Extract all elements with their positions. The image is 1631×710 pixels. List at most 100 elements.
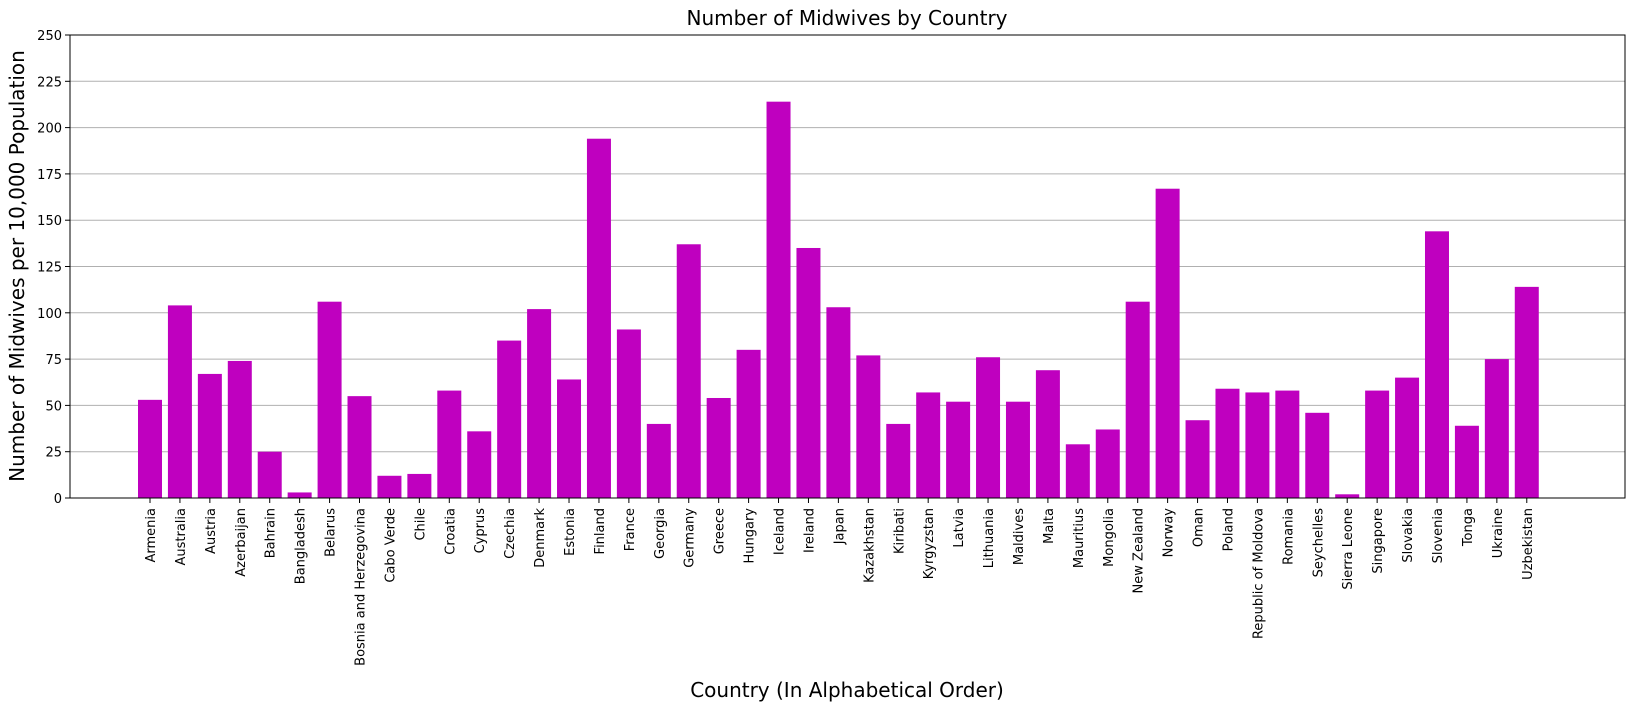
bar-finland: [586, 138, 611, 498]
bar-iceland: [766, 101, 791, 498]
x-tick-label: Cabo Verde: [383, 508, 398, 583]
x-tick-label: Ukraine: [1491, 508, 1506, 558]
x-tick-label: Bosnia and Herzegovina: [354, 508, 369, 666]
bar-maldives: [1005, 401, 1030, 498]
bar-azerbaijan: [227, 360, 252, 498]
bar-slovakia: [1395, 377, 1420, 498]
bar-australia: [167, 305, 192, 498]
x-tick-label: Hungary: [743, 508, 758, 564]
bar-croatia: [437, 390, 462, 498]
x-tick-label: Austria: [204, 508, 219, 554]
x-tick-label: Republic of Moldova: [1251, 508, 1266, 639]
x-tick-label: Azerbaijan: [234, 508, 249, 577]
bar-czechia: [497, 340, 522, 498]
x-tick-label: Seychelles: [1311, 508, 1326, 578]
x-tick-label: Lithuania: [982, 508, 997, 568]
chart-title: Number of Midwives by Country: [686, 6, 1007, 30]
x-tick-label: Maldives: [1012, 508, 1027, 565]
x-tick-label: Slovakia: [1401, 508, 1416, 563]
x-tick-label: Bahrain: [264, 508, 279, 558]
x-tick-label: Kyrgyzstan: [922, 508, 937, 579]
x-tick-label: Poland: [1221, 508, 1236, 551]
y-tick-label: 100: [37, 307, 62, 322]
x-tick-label: Finland: [593, 508, 608, 554]
bar-lithuania: [976, 357, 1001, 498]
bar-bosnia-and-herzegovina: [347, 396, 372, 498]
y-tick-label: 250: [37, 29, 62, 44]
bar-austria: [197, 373, 222, 498]
y-tick-label: 150: [37, 214, 62, 229]
x-tick-label: Denmark: [533, 508, 548, 568]
bar-republic-of-moldova: [1245, 392, 1270, 498]
x-tick-label: Croatia: [443, 508, 458, 555]
x-tick-label: Iceland: [773, 508, 788, 555]
x-tick-label: Slovenia: [1431, 508, 1446, 563]
bar-oman: [1185, 420, 1210, 498]
y-tick-label: 200: [37, 122, 62, 137]
x-tick-label: Latvia: [952, 508, 967, 548]
bar-chile: [407, 473, 432, 498]
bar-norway: [1155, 188, 1180, 498]
x-tick-label: Japan: [832, 508, 847, 545]
bar-tonga: [1454, 425, 1479, 498]
bars: [138, 101, 1539, 498]
x-tick-label: Ireland: [802, 508, 817, 553]
x-tick-label: Germany: [683, 508, 698, 568]
x-tick-label: Kiribati: [892, 508, 907, 554]
x-tick-label: New Zealand: [1132, 508, 1147, 593]
bar-poland: [1215, 388, 1240, 498]
bar-japan: [826, 307, 851, 498]
x-axis-ticks: Armenia Australia Austria Azerbaijan Bahrain…: [144, 498, 1536, 666]
x-tick-label: Sierra Leone: [1341, 508, 1356, 590]
x-tick-label: Uzbekistan: [1521, 508, 1536, 580]
bar-armenia: [138, 399, 162, 498]
bar-new-zealand: [1125, 301, 1150, 498]
x-tick-label: Estonia: [563, 508, 578, 556]
y-tick-label: 75: [45, 353, 62, 368]
bar-denmark: [527, 309, 552, 498]
x-tick-label: Cyprus: [473, 508, 488, 554]
x-tick-label: Greece: [713, 508, 728, 554]
bar-seychelles: [1305, 412, 1330, 498]
bar-latvia: [946, 401, 971, 498]
x-tick-label: Malta: [1042, 508, 1057, 544]
bar-malta: [1035, 370, 1060, 498]
bar-cabo-verde: [377, 475, 402, 498]
x-tick-label: Armenia: [144, 508, 159, 563]
bar-germany: [676, 244, 701, 498]
bar-kiribati: [886, 423, 911, 498]
x-tick-label: Chile: [413, 508, 428, 541]
bar-singapore: [1365, 390, 1390, 498]
y-tick-label: 125: [37, 261, 62, 276]
bar-uzbekistan: [1514, 286, 1539, 498]
x-tick-label: Bangladesh: [294, 508, 309, 584]
bar-greece: [706, 397, 731, 498]
y-axis-label: Number of Midwives per 10,000 Population: [5, 50, 29, 482]
bar-ireland: [796, 247, 821, 498]
bar-estonia: [557, 379, 582, 498]
x-tick-label: Australia: [174, 508, 189, 566]
bar-france: [616, 329, 641, 498]
bar-bahrain: [257, 451, 282, 498]
x-tick-label: Mauritius: [1072, 508, 1087, 568]
bar-mongolia: [1095, 429, 1120, 498]
bar-mauritius: [1065, 444, 1090, 498]
x-tick-label: Romania: [1281, 508, 1296, 565]
bar-kyrgyzstan: [916, 392, 941, 498]
y-axis-ticks: 0 25 50 75 100 125 150 175 200 225 250: [37, 29, 70, 507]
x-tick-label: Singapore: [1371, 508, 1386, 574]
x-tick-label: Norway: [1162, 508, 1177, 558]
y-tick-label: 175: [37, 168, 62, 183]
bar-ukraine: [1484, 359, 1509, 498]
y-tick-label: 50: [45, 399, 62, 414]
bar-belarus: [317, 301, 342, 498]
x-tick-label: Tonga: [1461, 508, 1476, 547]
y-tick-label: 225: [37, 75, 62, 90]
bar-romania: [1275, 390, 1300, 498]
x-tick-label: Oman: [1192, 508, 1207, 547]
x-tick-label: Czechia: [503, 508, 518, 559]
bar-kazakhstan: [856, 355, 881, 498]
x-tick-label: Kazakhstan: [862, 508, 877, 583]
